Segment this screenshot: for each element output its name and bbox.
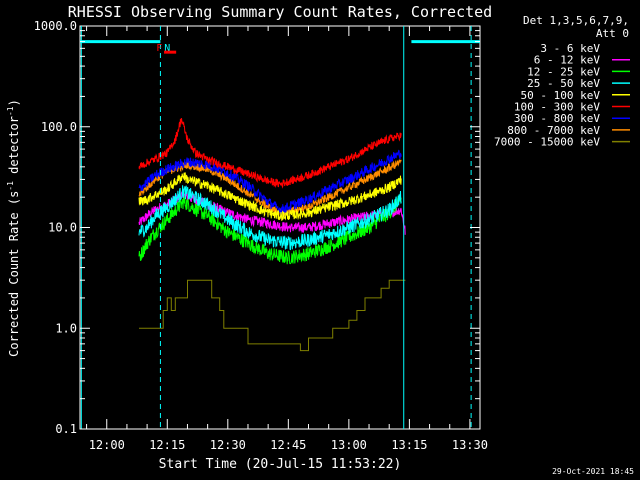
series-7000-15000-keV	[139, 279, 406, 352]
y-axis: 1000.0 100.0 10.0 1.0 0.1	[34, 19, 480, 436]
y-tick-label: 100.0	[41, 120, 77, 134]
y-axis-label: Corrected Count Rate (s-1 detector-1)	[6, 99, 21, 357]
y-tick-label: 0.1	[55, 422, 77, 436]
legend-label: 12 - 25 keV	[527, 65, 600, 78]
x-tick-label: 12:15	[149, 438, 185, 452]
legend-header-line1: Det 1,3,5,6,7,9,	[523, 14, 629, 27]
x-tick-label: 12:30	[210, 438, 246, 452]
flag-n: N	[164, 43, 170, 54]
x-tick-label: 13:30	[452, 438, 488, 452]
legend-label: 800 - 7000 keV	[507, 124, 600, 137]
series-300-800-keV	[138, 149, 402, 215]
series-50-100-keV	[138, 172, 402, 221]
x-tick-label: 12:00	[89, 438, 125, 452]
legend-label: 3 - 6 keV	[540, 42, 600, 55]
y-tick-label: 1000.0	[34, 19, 77, 33]
x-tick-label: 13:15	[391, 438, 427, 452]
legend-label: 25 - 50 keV	[527, 77, 600, 90]
x-axis-label: Start Time (20-Jul-15 11:53:22)	[159, 457, 402, 472]
legend-label: 7000 - 15000 keV	[494, 136, 600, 149]
legend-label: 100 - 300 keV	[514, 101, 600, 114]
x-tick-label: 12:45	[270, 438, 306, 452]
series-12-25-keV	[138, 195, 402, 265]
chart-title: RHESSI Observing Summary Count Rates, Co…	[68, 3, 492, 21]
series-25-50-keV	[138, 185, 402, 251]
y-tick-label: 1.0	[55, 321, 77, 335]
y-tick-label: 10.0	[48, 221, 77, 235]
x-axis: 12:00 12:15 12:30 12:45 13:00 13:15 13:30	[86, 26, 488, 452]
legend-label: 300 - 800 keV	[514, 112, 600, 125]
flag-f: F	[156, 43, 162, 54]
series-100-300-keV	[138, 118, 402, 189]
legend-label: 6 - 12 keV	[534, 54, 601, 67]
legend-header-line2: Att 0	[596, 27, 629, 40]
legend-label: 50 - 100 keV	[521, 89, 601, 102]
timestamp: 29-Oct-2021 18:45	[552, 467, 634, 476]
x-tick-label: 13:00	[331, 438, 367, 452]
